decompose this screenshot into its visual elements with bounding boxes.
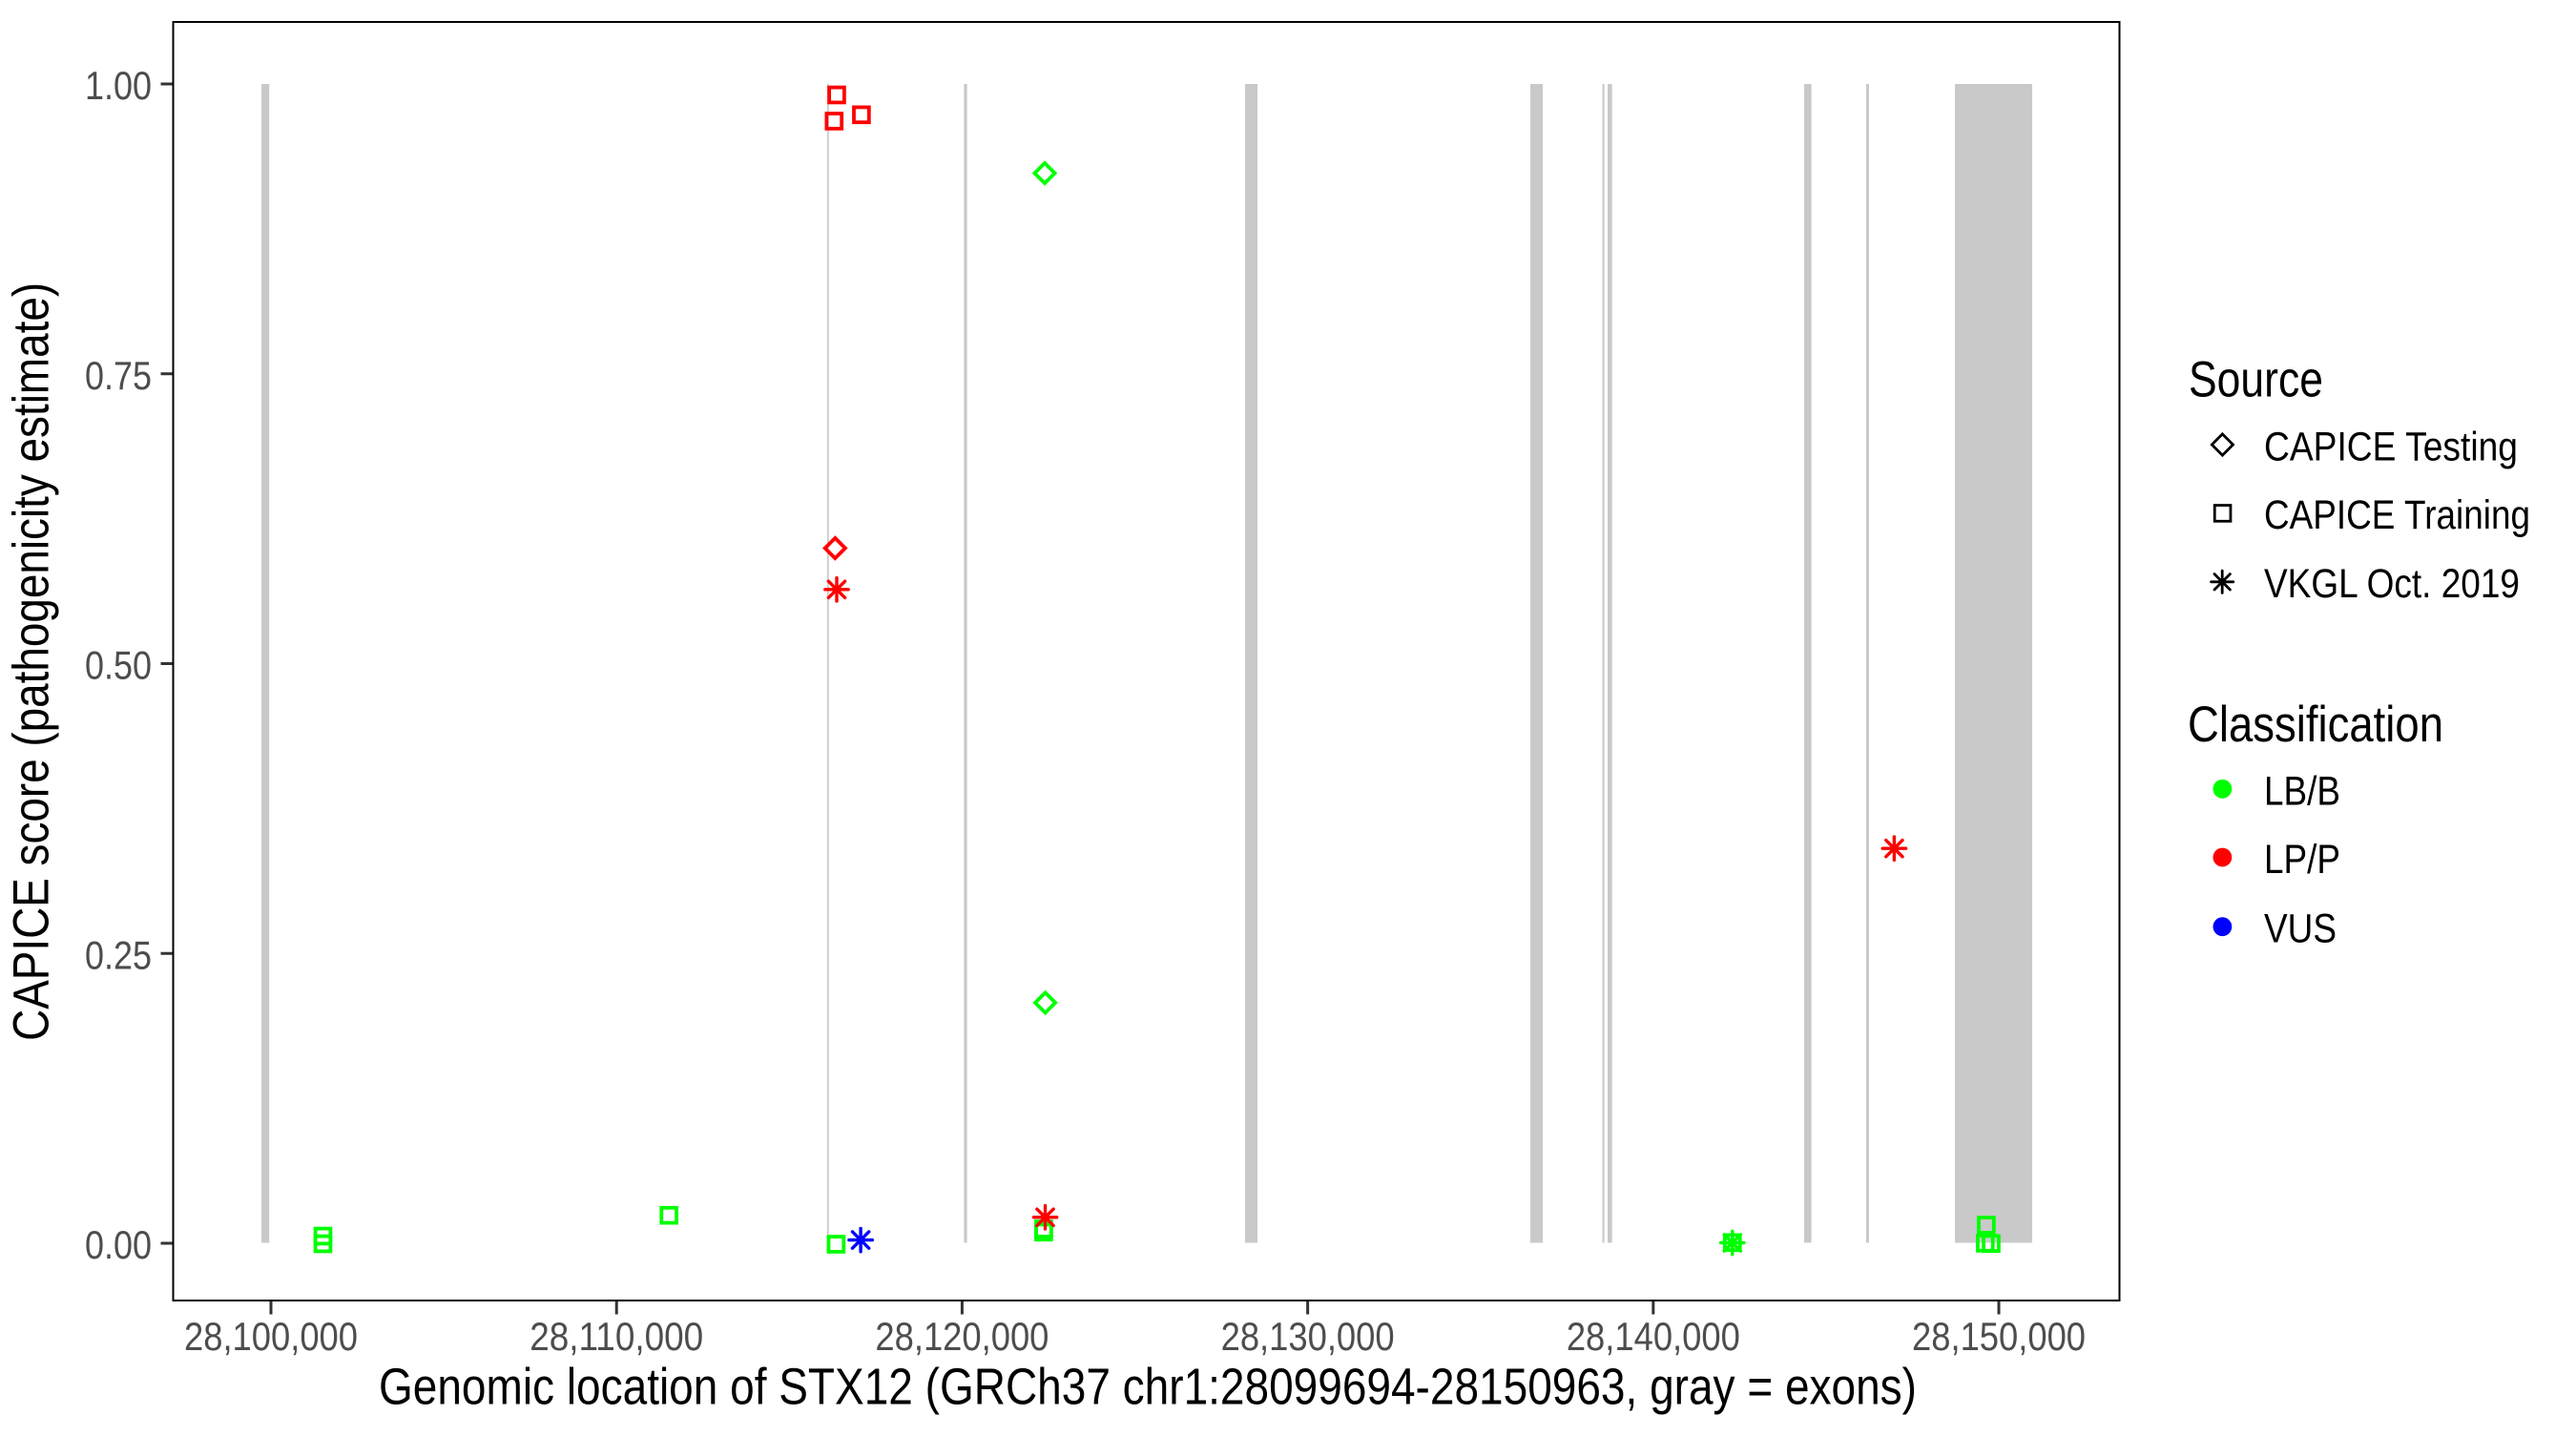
svg-text:Genomic location of STX12 (GRC: Genomic location of STX12 (GRCh37 chr1:2… xyxy=(379,1359,1917,1416)
svg-text:0.75: 0.75 xyxy=(85,354,152,398)
svg-text:28,110,000: 28,110,000 xyxy=(530,1315,703,1359)
svg-text:Classification: Classification xyxy=(2188,697,2443,753)
svg-text:LP/P: LP/P xyxy=(2264,837,2340,883)
svg-text:28,150,000: 28,150,000 xyxy=(1912,1315,2086,1359)
svg-text:Source: Source xyxy=(2189,352,2323,408)
svg-text:0.50: 0.50 xyxy=(85,644,152,688)
svg-text:1.00: 1.00 xyxy=(85,64,152,108)
svg-text:VUS: VUS xyxy=(2264,906,2337,952)
svg-text:CAPICE Testing: CAPICE Testing xyxy=(2264,425,2518,470)
svg-text:28,130,000: 28,130,000 xyxy=(1221,1315,1395,1359)
svg-text:0.00: 0.00 xyxy=(85,1223,152,1267)
svg-text:28,140,000: 28,140,000 xyxy=(1567,1315,1740,1359)
svg-text:0.25: 0.25 xyxy=(85,933,152,977)
svg-text:CAPICE score (pathogenicity es: CAPICE score (pathogenicity estimate) xyxy=(3,282,59,1041)
svg-text:28,100,000: 28,100,000 xyxy=(184,1315,358,1359)
svg-text:28,120,000: 28,120,000 xyxy=(875,1315,1049,1359)
svg-text:LB/B: LB/B xyxy=(2264,768,2340,814)
svg-text:VKGL Oct. 2019: VKGL Oct. 2019 xyxy=(2264,561,2520,607)
svg-text:CAPICE Training: CAPICE Training xyxy=(2264,492,2530,538)
